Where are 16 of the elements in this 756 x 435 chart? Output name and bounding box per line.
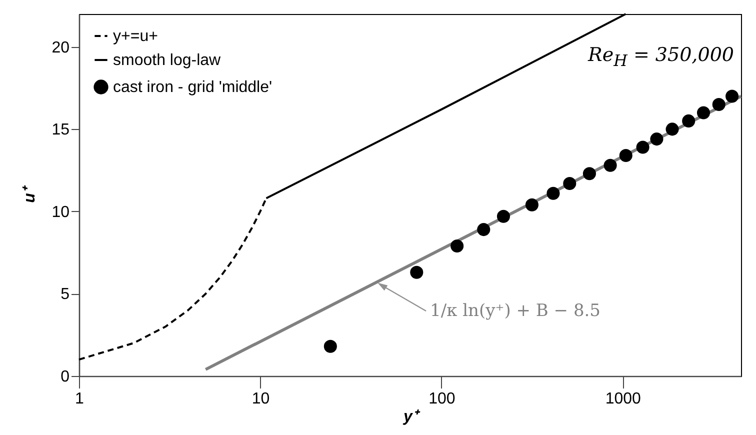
x-tick-label: 1 (75, 390, 84, 408)
legend-label: cast iron - grid 'middle' (113, 79, 272, 96)
y-tick-label: 10 (52, 204, 70, 221)
y-tick-label: 5 (60, 286, 70, 304)
x-tick-label: 1000 (605, 390, 642, 408)
x-tick-label: 100 (428, 390, 456, 408)
y-tick-label: 20 (52, 39, 70, 56)
y-tick-label: 0 (60, 368, 70, 386)
annotation: 1/κ ln(y⁺) + B − 8.5 (430, 301, 600, 322)
legend-label: smooth log-law (113, 52, 222, 69)
x-tick-label: 10 (252, 390, 270, 408)
x-axis-title: y⁺ (402, 408, 420, 426)
annotation: Re$_{H}$ = 350,000 (588, 44, 734, 70)
y-axis-title: u⁺ (22, 185, 39, 203)
y-tick-label: 15 (52, 122, 70, 139)
legend-label: y+=u+ (113, 28, 158, 45)
